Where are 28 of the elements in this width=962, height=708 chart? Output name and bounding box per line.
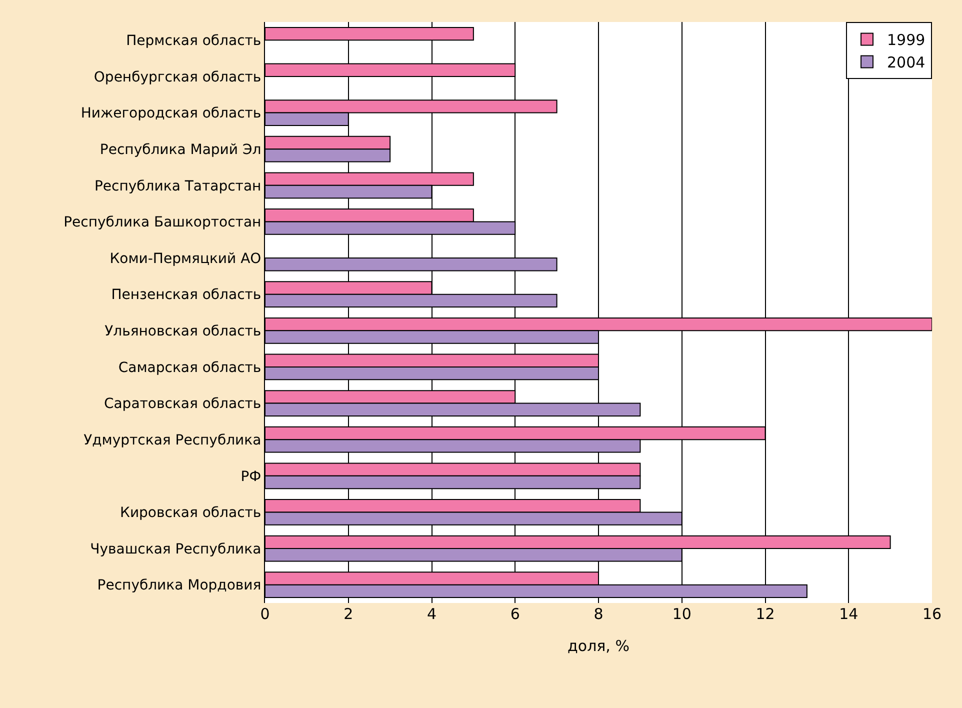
y-tick-label: Самарская область	[118, 360, 262, 376]
y-tick-label: Пермская область	[126, 33, 262, 50]
legend-label: 1999	[887, 31, 926, 50]
y-tick-label: Нижегородская область	[80, 106, 262, 122]
x-tick-label: 0	[260, 605, 270, 623]
x-tick-label: 16	[922, 605, 942, 623]
y-tick-label: Оренбургская область	[94, 69, 262, 86]
y-tick-label: Республика Татарстан	[94, 178, 262, 194]
x-tick-label: 12	[756, 605, 775, 623]
y-tick-label: Пензенская область	[111, 287, 262, 304]
y-tick-label: Удмуртская Республика	[84, 432, 262, 448]
y-tick-label: Республика Мордовия	[97, 578, 262, 594]
y-tick-label: Ульяновская область	[104, 324, 262, 340]
x-tick-label: 10	[672, 605, 692, 623]
y-tick-label: РФ	[240, 468, 262, 485]
y-tick-label: Республика Башкортостан	[64, 214, 262, 231]
x-tick-label: 4	[426, 605, 437, 623]
y-tick-label: Республика Марий Эл	[100, 142, 262, 158]
x-tick-label: 6	[510, 605, 520, 623]
x-tick-label: 2	[344, 605, 354, 623]
y-tick-label: Саратовская область	[104, 396, 262, 412]
y-tick-label: Кировская область	[120, 505, 262, 522]
legend-label: 2004	[887, 54, 926, 72]
y-tick-label: Чувашская Республика	[90, 541, 262, 558]
x-tick-label: 14	[839, 605, 858, 623]
x-tick-label: 8	[594, 605, 604, 623]
y-tick-label: Коми-Пермяцкий АО	[110, 250, 262, 267]
x-axis-title: доля, %	[568, 637, 630, 655]
